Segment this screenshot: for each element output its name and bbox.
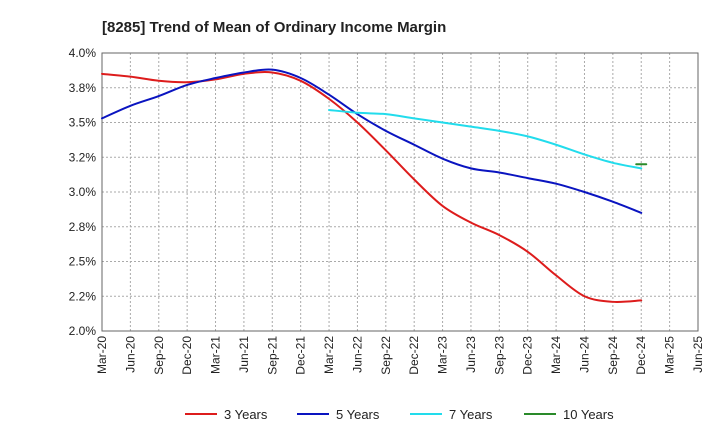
x-tick-label: Mar-21 bbox=[209, 336, 223, 374]
x-tick-label: Sep-21 bbox=[265, 336, 279, 375]
y-tick-label: 2.0% bbox=[69, 324, 97, 338]
chart-title: [8285] Trend of Mean of Ordinary Income … bbox=[102, 19, 446, 36]
legend-label: 10 Years bbox=[563, 407, 614, 422]
x-tick-label: Dec-22 bbox=[407, 336, 421, 375]
x-tick-label: Sep-22 bbox=[379, 336, 393, 375]
legend-label: 5 Years bbox=[336, 407, 380, 422]
x-tick-label: Sep-23 bbox=[492, 336, 506, 375]
grid bbox=[101, 52, 699, 332]
x-tick-label: Jun-21 bbox=[237, 336, 251, 373]
x-tick-label: Dec-20 bbox=[180, 336, 194, 375]
x-tick-label: Mar-20 bbox=[95, 336, 109, 374]
y-tick-label: 2.2% bbox=[69, 289, 97, 303]
y-tick-label: 3.2% bbox=[69, 150, 97, 164]
axes: 2.0% 2.2% 2.5% 2.8% 3.0% 3.2% 3.5% 3.8% 4.0% Mar-… bbox=[69, 46, 705, 375]
legend: 3 Years 5 Years 7 Years 10 Years bbox=[185, 407, 614, 422]
x-tick-label: Jun-25 bbox=[691, 336, 705, 373]
y-tick-label: 2.5% bbox=[69, 255, 97, 269]
series-line-3-years bbox=[101, 71, 643, 303]
x-tick-label: Jun-20 bbox=[123, 336, 137, 373]
series-line-7-years bbox=[328, 108, 643, 170]
series-line-5-years bbox=[101, 68, 643, 214]
y-tick-label: 3.5% bbox=[69, 116, 97, 130]
series-lines bbox=[101, 68, 648, 303]
plot-area-border bbox=[101, 52, 699, 332]
x-tick-label: Sep-24 bbox=[606, 336, 620, 375]
x-tick-label: Jun-23 bbox=[464, 336, 478, 373]
y-tick-label: 3.8% bbox=[69, 81, 97, 95]
x-tick-label: Dec-21 bbox=[294, 336, 308, 375]
y-tick-label: 3.0% bbox=[69, 185, 97, 199]
x-tick-label: Mar-25 bbox=[663, 336, 677, 374]
legend-label: 7 Years bbox=[449, 407, 493, 422]
legend-label: 3 Years bbox=[224, 407, 268, 422]
x-tick-label: Sep-20 bbox=[152, 336, 166, 375]
x-tick-label: Dec-24 bbox=[634, 336, 648, 375]
x-tick-label: Jun-22 bbox=[350, 336, 364, 373]
x-tick-label: Mar-23 bbox=[436, 336, 450, 374]
x-tick-label: Dec-23 bbox=[521, 336, 535, 375]
y-tick-label: 4.0% bbox=[69, 46, 97, 60]
x-tick-label: Mar-22 bbox=[322, 336, 336, 374]
y-tick-label: 2.8% bbox=[69, 220, 97, 234]
x-tick-label: Mar-24 bbox=[549, 336, 563, 374]
x-tick-label: Jun-24 bbox=[577, 336, 591, 373]
